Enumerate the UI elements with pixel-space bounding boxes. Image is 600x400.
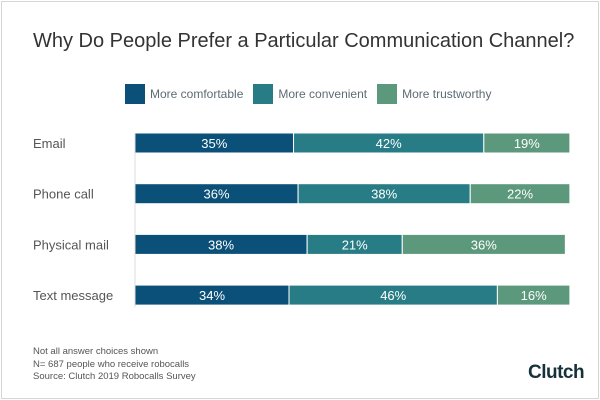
data-label: 46%: [380, 288, 406, 303]
legend-item: More comfortable: [125, 84, 243, 104]
data-label: 21%: [342, 237, 368, 252]
category-label: Phone call: [33, 187, 94, 202]
legend-item: More convenient: [253, 84, 367, 104]
bar-segment: [483, 132, 571, 154]
legend-label: More comfortable: [150, 87, 244, 101]
legend-swatch: [377, 84, 398, 104]
category-label: Physical mail: [33, 237, 109, 252]
chart-notes: Not all answer choices shown N= 687 peop…: [33, 346, 196, 384]
bar-segment: [469, 183, 571, 205]
bar-segment: [496, 284, 571, 306]
data-label: 36%: [471, 237, 497, 252]
legend: More comfortable More convenient More tr…: [125, 84, 491, 104]
note: Not all answer choices shown: [33, 346, 159, 357]
data-label: 38%: [208, 237, 234, 252]
legend-label: More trustworthy: [402, 87, 492, 101]
category-label: Text message: [33, 288, 113, 303]
bar-segment: [401, 233, 566, 255]
data-label: 34%: [199, 288, 225, 303]
data-label: 22%: [507, 187, 533, 202]
data-label: 35%: [201, 136, 227, 151]
legend-swatch: [253, 84, 274, 104]
legend-item: More trustworthy: [377, 84, 491, 104]
chart-title: Why Do People Prefer a Particular Commun…: [33, 30, 575, 52]
data-label: 38%: [371, 187, 397, 202]
note: Source: Clutch 2019 Robocalls Survey: [33, 371, 196, 382]
data-label: 19%: [514, 136, 540, 151]
category-label: Email: [33, 136, 66, 151]
clutch-logo: Clutch: [528, 362, 585, 383]
data-label: 16%: [521, 288, 547, 303]
legend-swatch: [125, 84, 145, 104]
data-label: 42%: [376, 136, 402, 151]
legend-label: More convenient: [278, 87, 368, 101]
note: N= 687 people who receive robocalls: [33, 358, 190, 370]
data-label: 36%: [204, 187, 230, 202]
